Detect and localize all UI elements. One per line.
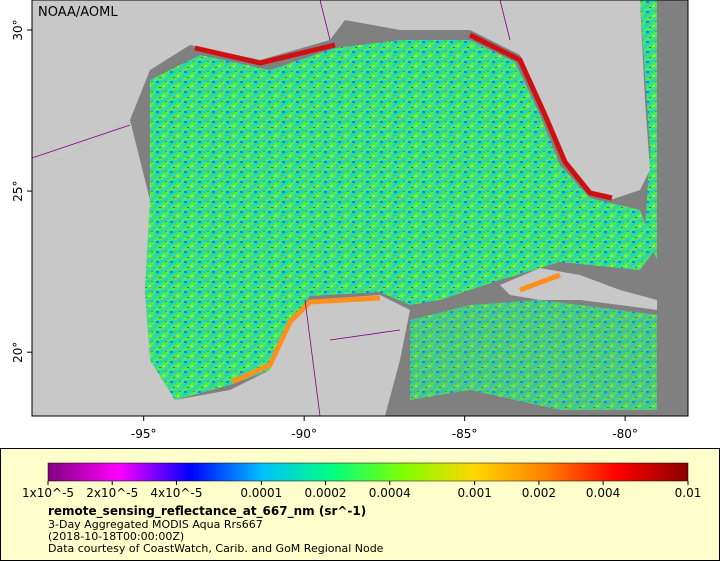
colorbar [47,462,689,482]
colorbar-label: 0.004 [586,486,620,500]
land [32,0,650,200]
legend-line: (2018-10-18T00:00:00Z) [48,530,184,543]
colorbar-label: 2x10^-5 [86,486,138,500]
y-tick-label: 25° [11,180,25,201]
x-tick-label: -95° [131,427,157,441]
colorbar-label: 0.0004 [369,486,411,500]
observed-east [640,0,657,260]
colorbar-label: 0.001 [457,486,491,500]
colorbar-label: 0.0001 [240,486,282,500]
land [500,268,657,310]
legend-line: Data courtesy of CoastWatch, Carib. and … [48,542,384,555]
colorbar-label: 4x10^-5 [150,486,202,500]
legend-panel: remote_sensing_reflectance_at_667_nm (sr… [0,448,720,561]
colorbar-label: 0.002 [522,486,556,500]
y-tick-label: 30° [11,19,25,40]
observed-caribbean [410,300,657,410]
coastal-high [230,272,561,385]
x-tick-label: -85° [452,427,478,441]
colorbar-label: 0.0002 [305,486,347,500]
legend-line: 3-Day Aggregated MODIS Aqua Rrs667 [48,518,263,531]
observed-water [145,40,655,400]
credit: NOAA/AOML [38,5,118,20]
colorbar-label: 0.01 [675,486,702,500]
coastal-high [194,32,613,201]
variable-name: remote_sensing_reflectance_at_667_nm (sr… [48,504,366,519]
map-panel: NOAA/AOML [31,0,689,417]
y-tick-label: 20° [11,342,25,363]
map-frame [31,0,689,417]
x-tick-label: -80° [612,427,638,441]
border [31,0,511,417]
land [32,120,410,416]
x-tick-label: -90° [291,427,317,441]
colorbar-label: 1x10^-5 [22,486,74,500]
